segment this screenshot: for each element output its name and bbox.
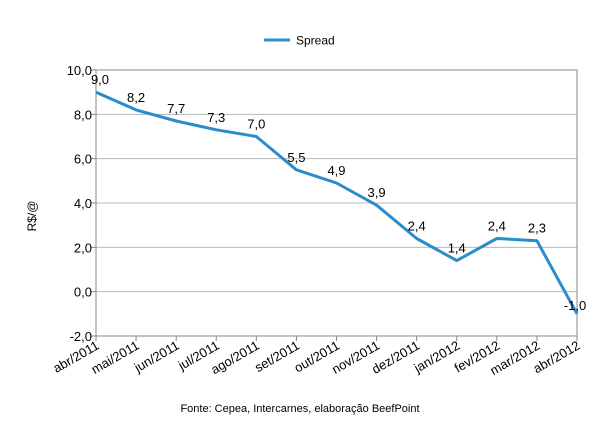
y-axis-label: R$/@ (25, 201, 39, 232)
y-tick-label: 0,0 (74, 285, 92, 300)
data-label: 9,0 (91, 72, 109, 87)
x-axis: abr/2011mai/2011jun/2011jul/2011ago/2011… (50, 336, 583, 378)
x-tick-label: abr/2012 (531, 338, 583, 377)
y-tick-label: -2,0 (70, 329, 92, 344)
y-tick-label: 10,0 (67, 63, 92, 78)
y-tick-label: 8,0 (74, 107, 92, 122)
y-tick-label: 4,0 (74, 196, 92, 211)
legend: Spread (264, 34, 335, 48)
data-label: -1,0 (564, 298, 586, 313)
data-label: 7,0 (247, 117, 265, 132)
data-label: 7,7 (167, 101, 185, 116)
x-tick-label: jan/2012 (411, 338, 463, 376)
data-label: 8,2 (127, 90, 145, 105)
x-tick-label: jun/2011 (131, 338, 182, 376)
y-tick-label: 2,0 (74, 240, 92, 255)
data-label: 7,3 (207, 110, 225, 125)
legend-label-spread: Spread (296, 34, 335, 48)
data-label: 4,9 (327, 163, 345, 178)
data-label: 2,4 (408, 218, 426, 233)
data-label: 3,9 (368, 185, 386, 200)
series-line-spread (95, 90, 579, 315)
data-label: 2,4 (488, 218, 506, 233)
data-label: 5,5 (287, 150, 305, 165)
source-note: Fonte: Cepea, Intercarnes, elaboração Be… (180, 403, 419, 415)
data-label: 2,3 (528, 221, 546, 236)
data-label: 1,4 (448, 241, 466, 256)
y-tick-label: 6,0 (74, 152, 92, 167)
y-axis: -2,0 0,0 2,0 4,0 6,0 8,0 10,0 (67, 63, 96, 344)
data-labels: 9,0 8,2 7,7 7,3 7,0 5,5 4,9 3,9 2,4 1,4 2,4 2,3 -1,0 (91, 72, 586, 313)
